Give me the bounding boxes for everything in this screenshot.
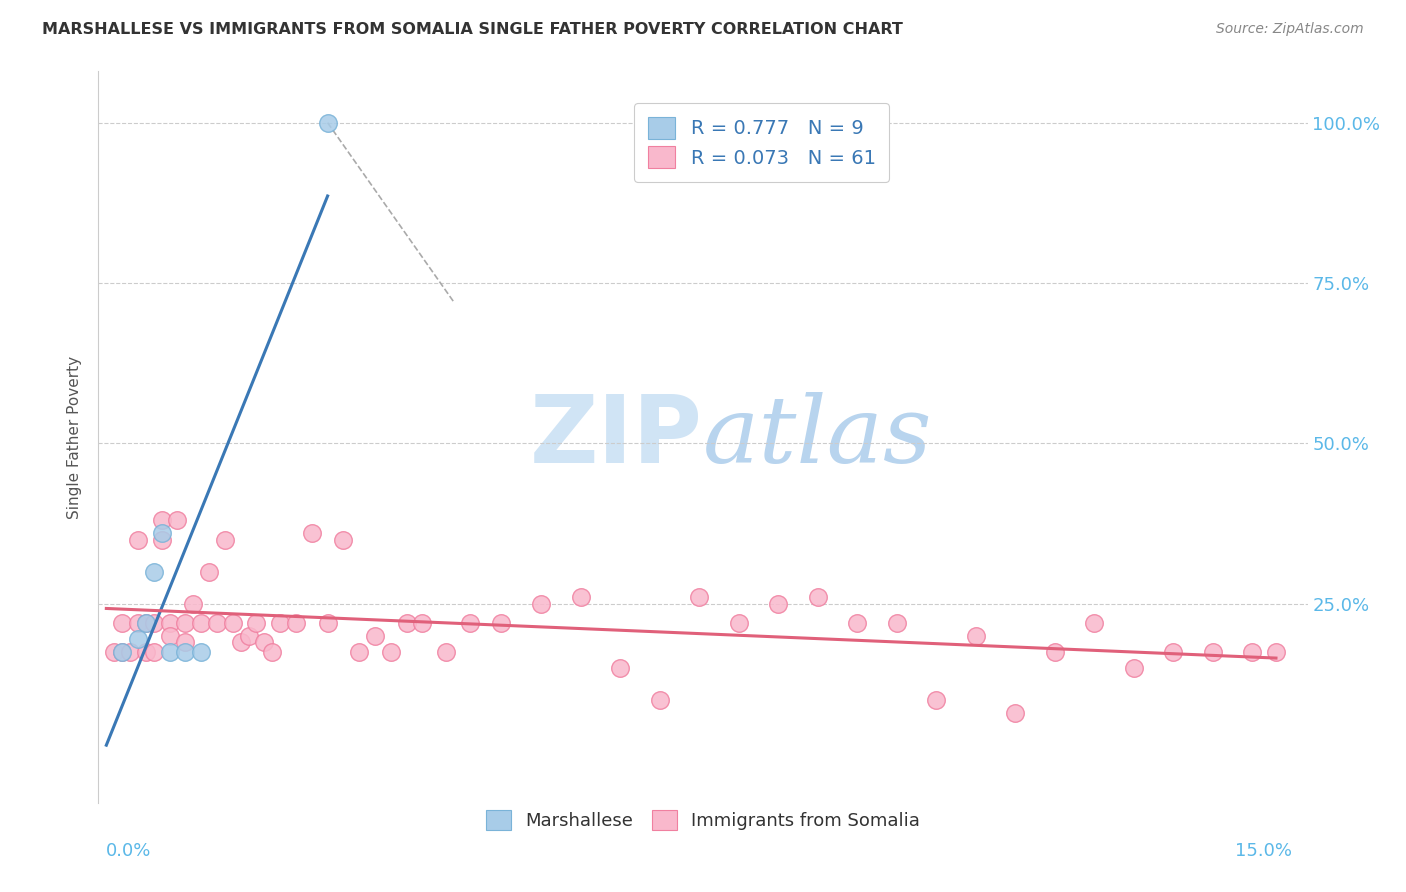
Text: ZIP: ZIP (530, 391, 703, 483)
Point (135, 616, 157, 631)
Point (118, 645, 141, 659)
Point (285, 616, 308, 631)
Point (127, 533, 149, 547)
Point (150, 514, 173, 528)
Point (229, 635, 252, 649)
Point (111, 616, 134, 631)
Point (846, 616, 869, 631)
Point (1161, 645, 1184, 659)
Point (609, 661, 631, 675)
Point (190, 645, 212, 659)
Point (1043, 645, 1066, 659)
Point (174, 635, 197, 649)
Point (111, 645, 134, 659)
Point (238, 629, 260, 643)
Point (1241, 645, 1264, 659)
Point (142, 565, 165, 579)
Point (262, 645, 284, 659)
Point (411, 616, 433, 631)
Point (807, 591, 830, 605)
Point (245, 616, 267, 631)
Point (886, 616, 908, 631)
Point (395, 616, 418, 631)
Point (688, 591, 710, 605)
Point (159, 645, 181, 659)
Point (181, 597, 204, 611)
Point (380, 645, 402, 659)
Point (1202, 645, 1225, 659)
Point (174, 616, 197, 631)
Point (135, 616, 157, 631)
Y-axis label: Single Father Poverty: Single Father Poverty (67, 356, 83, 518)
Point (332, 533, 354, 547)
Point (127, 616, 149, 631)
Point (569, 591, 592, 605)
Point (142, 645, 165, 659)
Point (347, 645, 370, 659)
Point (103, 645, 125, 659)
Point (1265, 645, 1288, 659)
Point (142, 616, 165, 631)
Point (166, 514, 188, 528)
Point (190, 616, 212, 631)
Point (135, 645, 157, 659)
Point (925, 693, 948, 707)
Point (205, 616, 228, 631)
Point (198, 565, 221, 579)
Point (269, 616, 291, 631)
Text: 15.0%: 15.0% (1234, 842, 1292, 860)
Text: MARSHALLESE VS IMMIGRANTS FROM SOMALIA SINGLE FATHER POVERTY CORRELATION CHART: MARSHALLESE VS IMMIGRANTS FROM SOMALIA S… (42, 22, 903, 37)
Point (364, 629, 387, 643)
Point (316, 116, 339, 130)
Text: atlas: atlas (703, 392, 932, 482)
Point (301, 526, 323, 541)
Point (648, 693, 671, 707)
Point (159, 629, 181, 643)
Point (530, 597, 553, 611)
Point (458, 616, 481, 631)
Point (727, 616, 749, 631)
Point (174, 645, 197, 659)
Point (127, 632, 149, 647)
Point (111, 645, 134, 659)
Text: Source: ZipAtlas.com: Source: ZipAtlas.com (1216, 22, 1364, 37)
Point (766, 597, 789, 611)
Point (253, 635, 276, 649)
Point (316, 616, 339, 631)
Point (491, 616, 513, 631)
Text: 0.0%: 0.0% (107, 842, 152, 860)
Point (965, 629, 987, 643)
Point (1083, 616, 1105, 631)
Point (1122, 661, 1144, 675)
Point (150, 526, 173, 541)
Point (434, 645, 457, 659)
Point (150, 533, 173, 547)
Point (214, 533, 236, 547)
Point (159, 616, 181, 631)
Legend: Marshallese, Immigrants from Somalia: Marshallese, Immigrants from Somalia (478, 803, 928, 838)
Point (1004, 706, 1026, 720)
Point (222, 616, 245, 631)
